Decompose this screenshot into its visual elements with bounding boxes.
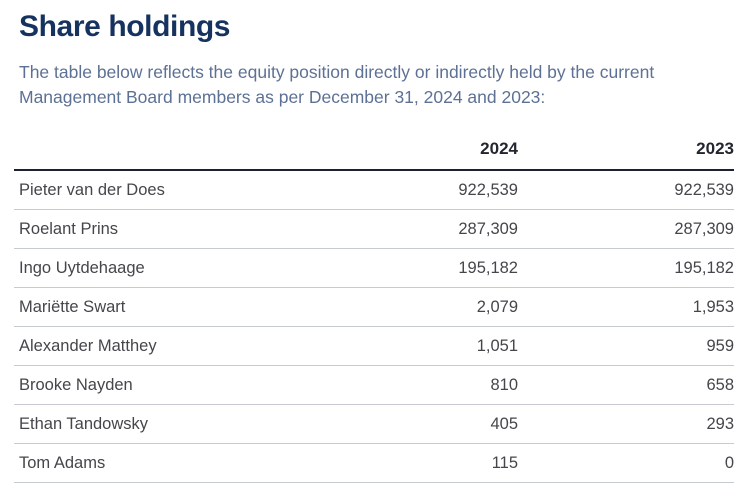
value-2023-cell: 658 [518, 365, 734, 405]
value-2024-cell: 1,051 [302, 326, 518, 366]
member-name-cell: Brooke Nayden [14, 365, 302, 405]
value-2024-cell: 287,309 [302, 209, 518, 249]
member-name-cell: Ethan Tandowsky [14, 404, 302, 444]
value-2023-cell: 922,539 [518, 170, 734, 210]
table-row: Roelant Prins 287,309 287,309 [14, 209, 734, 249]
value-2023-cell: 287,309 [518, 209, 734, 249]
value-2024-cell: 115 [302, 443, 518, 483]
share-holdings-table: 2024 2023 Pieter van der Does 922,539 922,… [14, 133, 734, 483]
member-name-cell: Mariëtte Swart [14, 287, 302, 327]
table-header-row: 2024 2023 [14, 133, 734, 171]
column-header-2023: 2023 [518, 133, 734, 171]
value-2024-cell: 922,539 [302, 170, 518, 210]
member-name-cell: Alexander Matthey [14, 326, 302, 366]
value-2023-cell: 1,953 [518, 287, 734, 327]
table-row: Brooke Nayden 810 658 [14, 365, 734, 405]
member-name-cell: Roelant Prins [14, 209, 302, 249]
table-body: Pieter van der Does 922,539 922,539 Roelant… [14, 170, 734, 483]
member-name-cell: Ingo Uytdehaage [14, 248, 302, 288]
member-name-cell: Pieter van der Does [14, 170, 302, 210]
table-row: Ingo Uytdehaage 195,182 195,182 [14, 248, 734, 288]
table-row: Ethan Tandowsky 405 293 [14, 404, 734, 444]
page-title: Share holdings [19, 10, 231, 43]
value-2023-cell: 195,182 [518, 248, 734, 288]
table-row: Alexander Matthey 1,051 959 [14, 326, 734, 366]
intro-paragraph: The table below reflects the equity posi… [19, 62, 655, 107]
value-2024-cell: 2,079 [302, 287, 518, 327]
member-name-cell: Tom Adams [14, 443, 302, 483]
table-row: Mariëtte Swart 2,079 1,953 [14, 287, 734, 327]
value-2023-cell: 293 [518, 404, 734, 444]
value-2024-cell: 195,182 [302, 248, 518, 288]
value-2024-cell: 405 [302, 404, 518, 444]
table-row: Pieter van der Does 922,539 922,539 [14, 170, 734, 210]
value-2023-cell: 0 [518, 443, 734, 483]
member-name-column-header [14, 133, 302, 171]
value-2024-cell: 810 [302, 365, 518, 405]
table-row: Tom Adams 115 0 [14, 443, 734, 483]
value-2023-cell: 959 [518, 326, 734, 366]
column-header-2024: 2024 [302, 133, 518, 171]
